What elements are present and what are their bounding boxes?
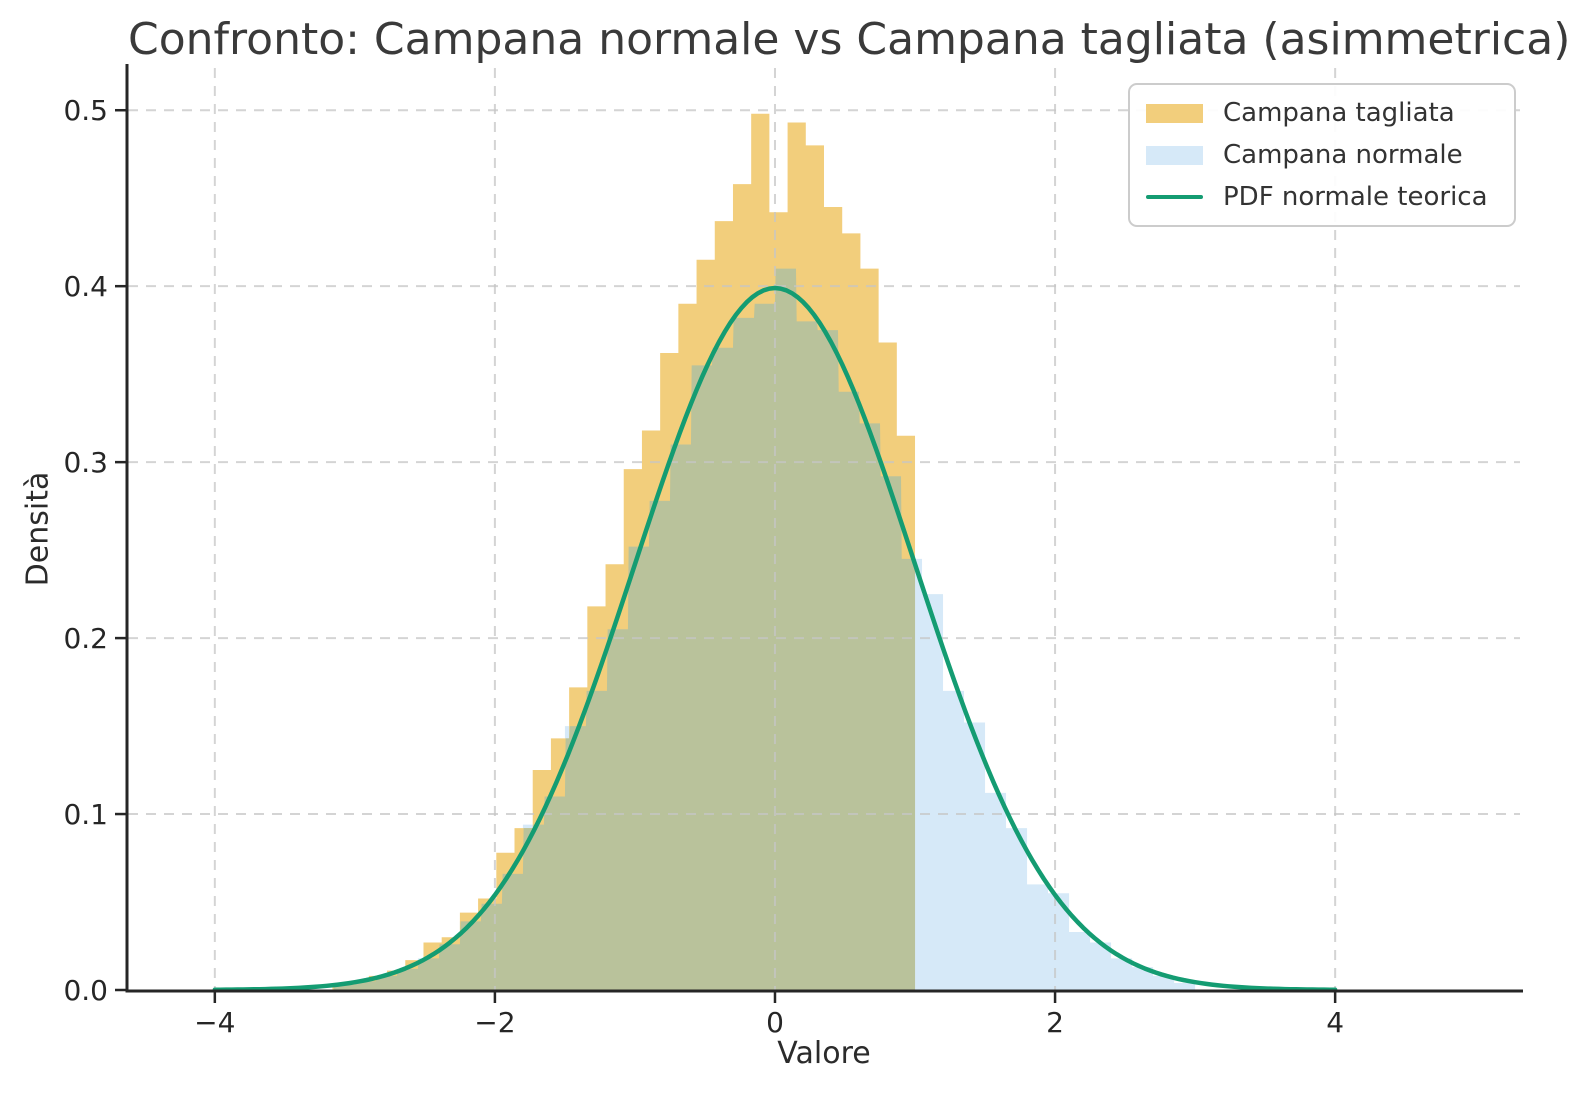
y-tick-label: 0.1 bbox=[63, 798, 108, 831]
legend-item-campana-tagliata: Campana tagliata bbox=[1146, 98, 1498, 128]
y-tick-label: 0.3 bbox=[63, 446, 108, 479]
y-tick-label: 0.5 bbox=[63, 94, 108, 127]
y-tick-label: 0.4 bbox=[63, 270, 108, 303]
histogram-overlap-region bbox=[333, 268, 916, 991]
pdf-curve bbox=[212, 285, 1338, 993]
legend-label: Campana normale bbox=[1223, 140, 1463, 170]
x-tick-label: −4 bbox=[194, 1006, 235, 1039]
x-tick-label: 4 bbox=[1326, 1006, 1344, 1039]
normal-histogram-swatch-icon bbox=[1146, 145, 1203, 165]
legend-item-pdf-teorica: PDF normale teorica bbox=[1146, 182, 1498, 212]
chart-title: Confronto: Campana normale vs Campana ta… bbox=[128, 14, 1571, 65]
y-tick-label: 0.2 bbox=[63, 622, 108, 655]
x-tick-label: 0 bbox=[766, 1006, 784, 1039]
x-tick-label: 2 bbox=[1046, 1006, 1064, 1039]
legend: Campana tagliata Campana normale PDF nor… bbox=[1128, 83, 1516, 227]
x-axis-label: Valore bbox=[777, 1036, 871, 1071]
y-axis-label: Densità bbox=[20, 471, 56, 587]
legend-label: Campana tagliata bbox=[1223, 98, 1455, 128]
pdf-line-layer bbox=[212, 285, 1338, 993]
pdf-line-swatch-icon bbox=[1146, 194, 1203, 200]
y-tick-label: 0.0 bbox=[63, 974, 108, 1007]
histogram-layers bbox=[332, 113, 1196, 991]
axis-ticks-and-labels: −4 −2 0 2 4 0.0 0.1 0.2 0.3 0.4 0.5 bbox=[63, 94, 1344, 1039]
legend-label: PDF normale teorica bbox=[1223, 182, 1488, 212]
truncated-histogram-swatch-icon bbox=[1146, 103, 1203, 123]
x-tick-label: −2 bbox=[474, 1006, 515, 1039]
axes-spines bbox=[125, 64, 1523, 993]
legend-item-campana-normale: Campana normale bbox=[1146, 140, 1498, 170]
